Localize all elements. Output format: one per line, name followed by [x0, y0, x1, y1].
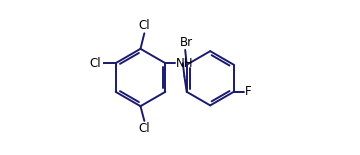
Text: NH: NH: [175, 57, 193, 70]
Text: F: F: [245, 85, 252, 98]
Text: Br: Br: [179, 36, 193, 49]
Text: Cl: Cl: [139, 122, 150, 135]
Text: Cl: Cl: [139, 19, 150, 32]
Text: Cl: Cl: [90, 57, 102, 70]
